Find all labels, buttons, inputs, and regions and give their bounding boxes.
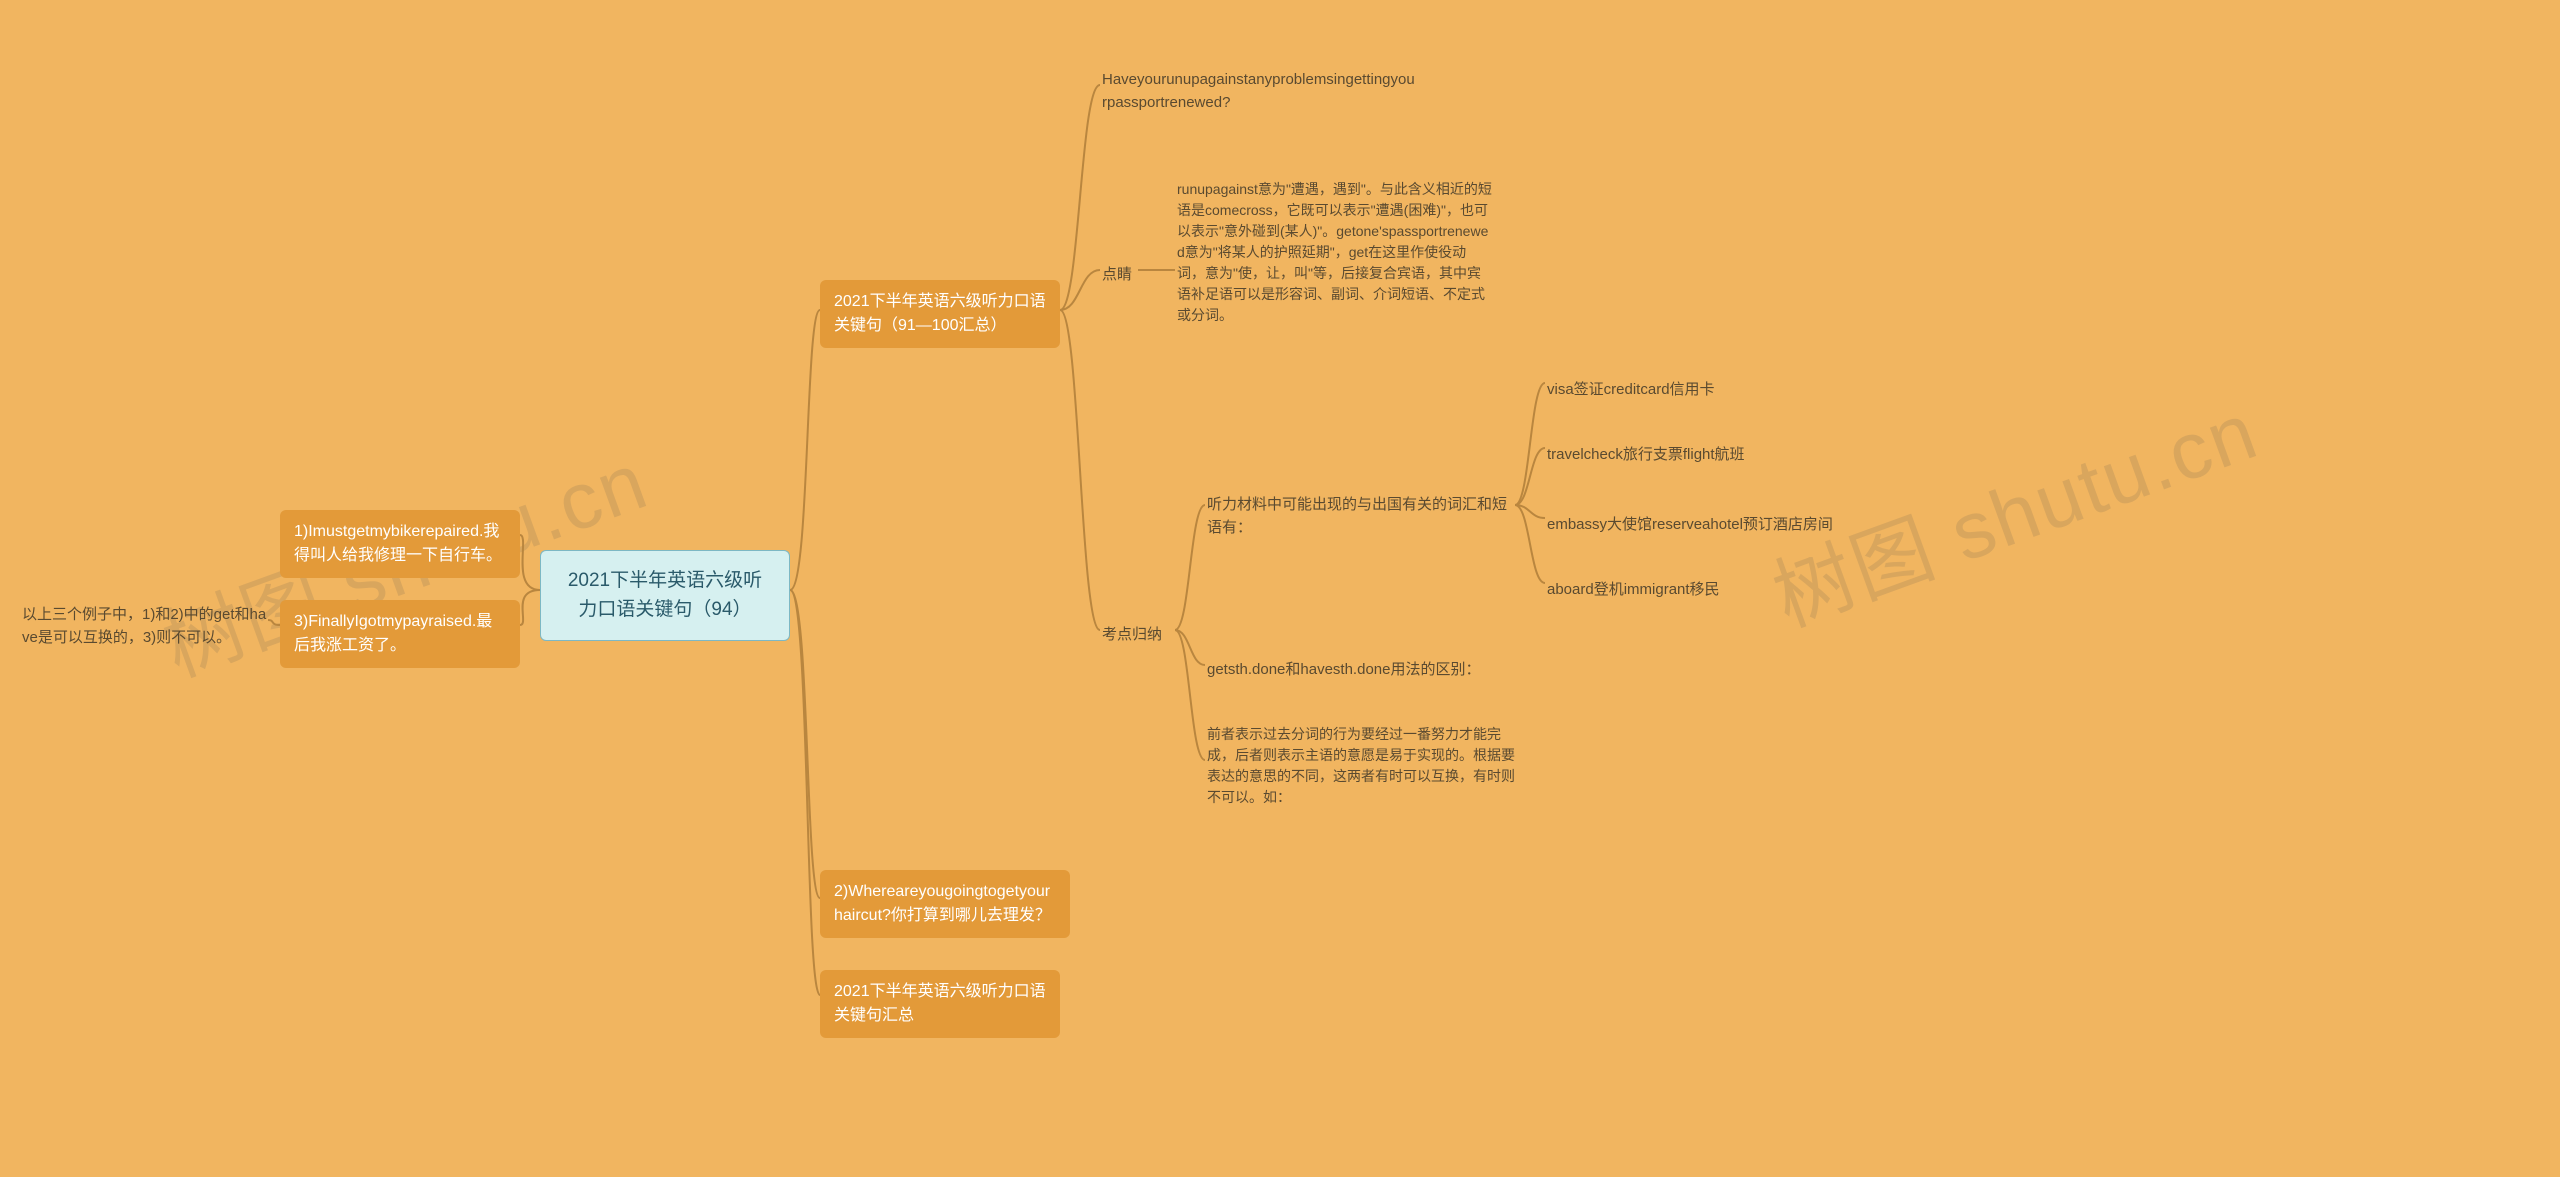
leaf-vocab-intro: 听力材料中可能出现的与出国有关的词汇和短语有： [1205,490,1515,543]
leaf-vocab-2: travelcheck旅行支票flight航班 [1545,440,1775,471]
left-branch-2[interactable]: 3)FinallyIgotmypayraised.最后我涨工资了。 [280,600,520,668]
leaf-grammar-explain-text: 前者表示过去分词的行为要经过一番努力才能完成，后者则表示主语的意愿是易于实现的。… [1207,726,1515,805]
right-branch-1[interactable]: 2021下半年英语六级听力口语关键句（91—100汇总） [820,280,1060,348]
leaf-grammar-diff-text: getsth.done和havesth.done用法的区别： [1207,661,1480,678]
leaf-vocab-1: visa签证creditcard信用卡 [1545,375,1745,406]
leaf-vocab-3-text: embassy大使馆reserveahotel预订酒店房间 [1547,516,1833,533]
mindmap-root[interactable]: 2021下半年英语六级听力口语关键句（94） [540,550,790,641]
watermark-2: 树图 shutu.cn [1755,367,2271,649]
root-label: 2021下半年英语六级听力口语关键句（94） [568,570,762,620]
leaf-grammar-explain: 前者表示过去分词的行为要经过一番努力才能完成，后者则表示主语的意愿是易于实现的。… [1205,720,1525,812]
subnode-dianqing: 点睛 [1100,260,1140,291]
subnode-dianqing-text: 点睛 [1102,266,1132,283]
right-branch-1-label: 2021下半年英语六级听力口语关键句（91—100汇总） [834,293,1046,334]
leaf-vocab-intro-text: 听力材料中可能出现的与出国有关的词汇和短语有： [1207,496,1507,536]
left-leaf-1: 以上三个例子中，1)和2)中的get和have是可以互换的，3)则不可以。 [20,600,270,653]
right-branch-2-label: 2)Whereareyougoingtogetyourhaircut?你打算到哪… [834,883,1051,924]
leaf-vocab-4-text: aboard登机immigrant移民 [1547,581,1720,598]
subnode-dianqing-detail-text: runupagainst意为"遭遇，遇到"。与此含义相近的短语是comecros… [1177,181,1492,323]
leaf-top-question: Haveyourunupagainstanyproblemsingettingy… [1100,65,1420,118]
leaf-grammar-diff: getsth.done和havesth.done用法的区别： [1205,655,1505,686]
right-branch-2[interactable]: 2)Whereareyougoingtogetyourhaircut?你打算到哪… [820,870,1070,938]
leaf-vocab-4: aboard登机immigrant移民 [1545,575,1755,606]
leaf-top-question-text: Haveyourunupagainstanyproblemsingettingy… [1102,71,1415,111]
right-branch-3-label: 2021下半年英语六级听力口语关键句汇总 [834,983,1046,1024]
left-branch-2-label: 3)FinallyIgotmypayraised.最后我涨工资了。 [294,613,492,654]
subnode-dianqing-detail: runupagainst意为"遭遇，遇到"。与此含义相近的短语是comecros… [1175,175,1495,330]
left-branch-1-label: 1)Imustgetmybikerepaired.我得叫人给我修理一下自行车。 [294,523,502,564]
right-branch-3[interactable]: 2021下半年英语六级听力口语关键句汇总 [820,970,1060,1038]
subnode-kaodian: 考点归纳 [1100,620,1175,651]
leaf-vocab-1-text: visa签证creditcard信用卡 [1547,381,1715,398]
leaf-vocab-3: embassy大使馆reserveahotel预订酒店房间 [1545,510,1845,541]
left-branch-1[interactable]: 1)Imustgetmybikerepaired.我得叫人给我修理一下自行车。 [280,510,520,578]
subnode-kaodian-text: 考点归纳 [1102,626,1162,643]
left-leaf-1-text: 以上三个例子中，1)和2)中的get和have是可以互换的，3)则不可以。 [22,606,266,646]
leaf-vocab-2-text: travelcheck旅行支票flight航班 [1547,446,1745,463]
